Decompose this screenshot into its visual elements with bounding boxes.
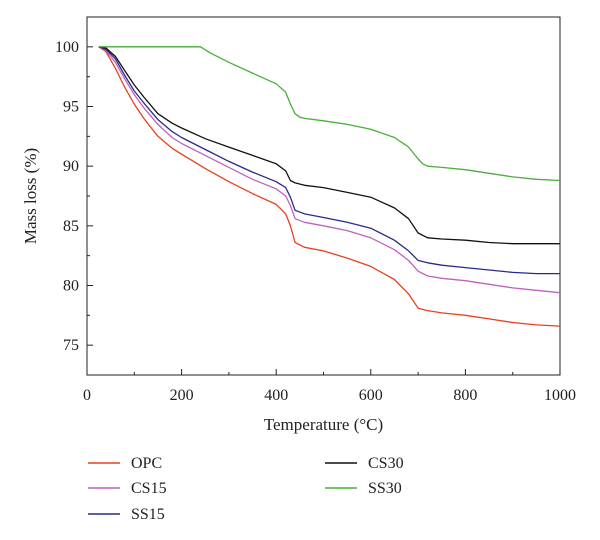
plot-area: 0 200 400 600 800 1000 75 80 85 90 95 100	[55, 16, 576, 404]
legend-label: CS30	[368, 455, 404, 472]
legend-label: SS30	[368, 480, 402, 497]
x-tick-label: 0	[83, 387, 91, 404]
series-line-ss30	[98, 46, 561, 182]
y-axis: 75 80 85 90 95 100	[55, 39, 93, 354]
y-tick-label: 95	[63, 99, 79, 116]
legend-label: SS15	[131, 506, 165, 523]
series-layer	[98, 46, 561, 327]
x-tick-label: 800	[453, 387, 477, 404]
legend-label: CS15	[131, 480, 167, 497]
legend: OPC CS15 SS15 CS30 SS30	[88, 455, 404, 523]
x-tick-label: 400	[264, 387, 288, 404]
y-tick-label: 80	[63, 278, 79, 295]
y-tick-label: 75	[63, 337, 79, 354]
legend-item-cs15: CS15	[88, 480, 167, 497]
x-tick-label: 600	[359, 387, 383, 404]
plot-frame	[86, 16, 561, 376]
series-line-cs15	[98, 46, 561, 294]
y-tick-label: 85	[63, 218, 79, 235]
legend-item-ss15: SS15	[88, 506, 165, 523]
y-axis-title: Mass loss (%)	[21, 148, 40, 244]
y-tick-label: 90	[63, 158, 79, 175]
series-line-ss15	[98, 46, 560, 275]
x-tick-label: 1000	[544, 387, 576, 404]
x-axis: 0 200 400 600 800 1000	[83, 369, 576, 404]
x-axis-title: Temperature (°C)	[264, 415, 383, 434]
x-tick-label: 200	[170, 387, 194, 404]
legend-item-ss30: SS30	[325, 480, 402, 497]
series-line-opc	[98, 46, 561, 327]
legend-label: OPC	[131, 455, 162, 472]
legend-item-opc: OPC	[88, 455, 162, 472]
series-line-cs30	[98, 46, 560, 245]
legend-item-cs30: CS30	[325, 455, 404, 472]
y-tick-label: 100	[55, 39, 79, 56]
